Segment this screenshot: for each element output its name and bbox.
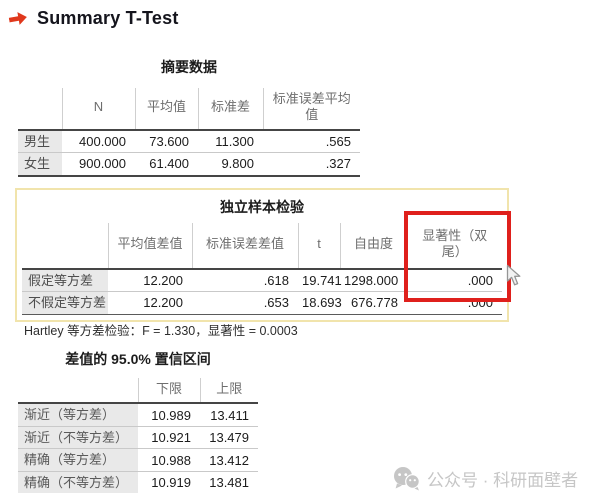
column-header: 上限 bbox=[199, 378, 258, 405]
data-cell: .000 bbox=[407, 291, 502, 315]
header-row: 平均值差值 标准误差差值 t 自由度 显著性（双尾） bbox=[22, 223, 502, 270]
data-cell: 400.000 bbox=[79, 133, 126, 149]
data-cell: 61.400 bbox=[135, 152, 198, 177]
row-label: 不假定等方差 bbox=[22, 291, 108, 315]
table-row: 精确（不等方差） 10.919 13.481 bbox=[18, 471, 258, 493]
data-cell: 1298.000 bbox=[344, 272, 399, 288]
red-arrow-icon bbox=[8, 9, 29, 27]
row-label: 女生 bbox=[18, 152, 62, 177]
row-label: 男生 bbox=[18, 129, 62, 153]
table-row: 女生 900.000 61.400 9.800 .327 bbox=[18, 152, 360, 177]
table-row: 渐近（等方差） 10.989 13.411 bbox=[18, 403, 258, 427]
data-cell: 676.778 bbox=[340, 291, 407, 315]
confidence-table: 差值的 95.0% 置信区间 下限 上限 渐近（等方差） 10.989 13.4… bbox=[18, 349, 258, 493]
data-cell: 12.200 bbox=[108, 291, 192, 315]
header-row: N 平均值 标准差 标准误差平均值 bbox=[18, 88, 360, 131]
table-footnote: Hartley 等方差检验：F = 1.330，显著性 = 0.0003 bbox=[24, 323, 298, 338]
corner-cell bbox=[18, 378, 138, 405]
row-label: 渐近（不等方差） bbox=[18, 425, 138, 449]
header-row: 下限 上限 bbox=[18, 378, 258, 405]
column-header: 平均值差值 bbox=[107, 223, 192, 270]
column-header: 平均值 bbox=[134, 88, 198, 131]
row-label: 精确（不等方差） bbox=[18, 471, 138, 493]
data-cell: 73.600 bbox=[149, 133, 189, 149]
data-cell: 11.300 bbox=[215, 133, 254, 149]
row-label: 精确（等方差） bbox=[18, 448, 138, 472]
column-header: t bbox=[297, 223, 340, 270]
mouse-cursor-icon bbox=[506, 264, 523, 287]
watermark: 公众号 · 科研面壁者 bbox=[393, 466, 578, 491]
data-cell: .653 bbox=[192, 291, 298, 315]
independent-test-title: 独立样本检验 bbox=[220, 199, 304, 215]
data-cell: 18.693 bbox=[298, 291, 342, 315]
confidence-table-title: 差值的 95.0% 置信区间 bbox=[65, 351, 211, 367]
data-cell: .565 bbox=[325, 133, 351, 149]
corner-cell bbox=[18, 88, 62, 131]
table-row: 不假定等方差 12.200 .653 18.693 676.778 .000 bbox=[22, 291, 502, 315]
table-row: 精确（等方差） 10.988 13.412 bbox=[18, 448, 258, 472]
data-cell: 10.989 bbox=[151, 407, 191, 423]
independent-test-panel: 独立样本检验 平均值差值 标准误差差值 t 自由度 显著性（双尾） 假定等方差 … bbox=[15, 188, 509, 338]
page-header: Summary T-Test bbox=[8, 8, 179, 29]
data-cell: 13.411 bbox=[210, 407, 249, 423]
column-header: 自由度 bbox=[339, 223, 407, 270]
corner-cell bbox=[22, 223, 108, 270]
column-header: 标准误差平均值 bbox=[262, 88, 360, 131]
independent-test-table: 平均值差值 标准误差差值 t 自由度 显著性（双尾） 假定等方差 12.200 … bbox=[22, 223, 502, 315]
data-cell: .000 bbox=[467, 272, 493, 288]
wechat-icon bbox=[393, 466, 420, 491]
data-cell: 9.800 bbox=[198, 152, 263, 177]
row-label: 渐近（等方差） bbox=[18, 403, 138, 427]
data-cell: 19.741 bbox=[302, 272, 342, 288]
row-label: 假定等方差 bbox=[22, 268, 108, 292]
data-cell: 13.481 bbox=[200, 471, 258, 493]
data-cell: .327 bbox=[263, 152, 360, 177]
summary-table-title: 摘要数据 bbox=[161, 59, 217, 75]
column-header: N bbox=[61, 88, 135, 131]
column-header: 显著性（双尾） bbox=[406, 223, 502, 270]
data-cell: 13.412 bbox=[200, 448, 258, 472]
data-cell: 12.200 bbox=[143, 272, 183, 288]
data-cell: 13.479 bbox=[200, 425, 258, 449]
column-header: 下限 bbox=[137, 378, 200, 405]
column-header: 标准差 bbox=[197, 88, 263, 131]
data-cell: .618 bbox=[263, 272, 289, 288]
data-cell: 10.988 bbox=[138, 448, 200, 472]
column-header: 标准误差差值 bbox=[191, 223, 298, 270]
table-row: 男生 400.000 73.600 11.300 .565 bbox=[18, 129, 360, 153]
table-row: 假定等方差 12.200 .618 19.741 1298.000 .000 bbox=[22, 268, 502, 292]
data-cell: 10.921 bbox=[138, 425, 200, 449]
data-cell: 900.000 bbox=[62, 152, 135, 177]
page-title: Summary T-Test bbox=[37, 8, 179, 28]
table-row: 渐近（不等方差） 10.921 13.479 bbox=[18, 425, 258, 449]
summary-table: 摘要数据 N 平均值 标准差 标准误差平均值 男生 400.000 73.600… bbox=[18, 57, 360, 177]
watermark-text: 公众号 · 科研面壁者 bbox=[427, 471, 579, 490]
data-cell: 10.919 bbox=[138, 471, 200, 493]
